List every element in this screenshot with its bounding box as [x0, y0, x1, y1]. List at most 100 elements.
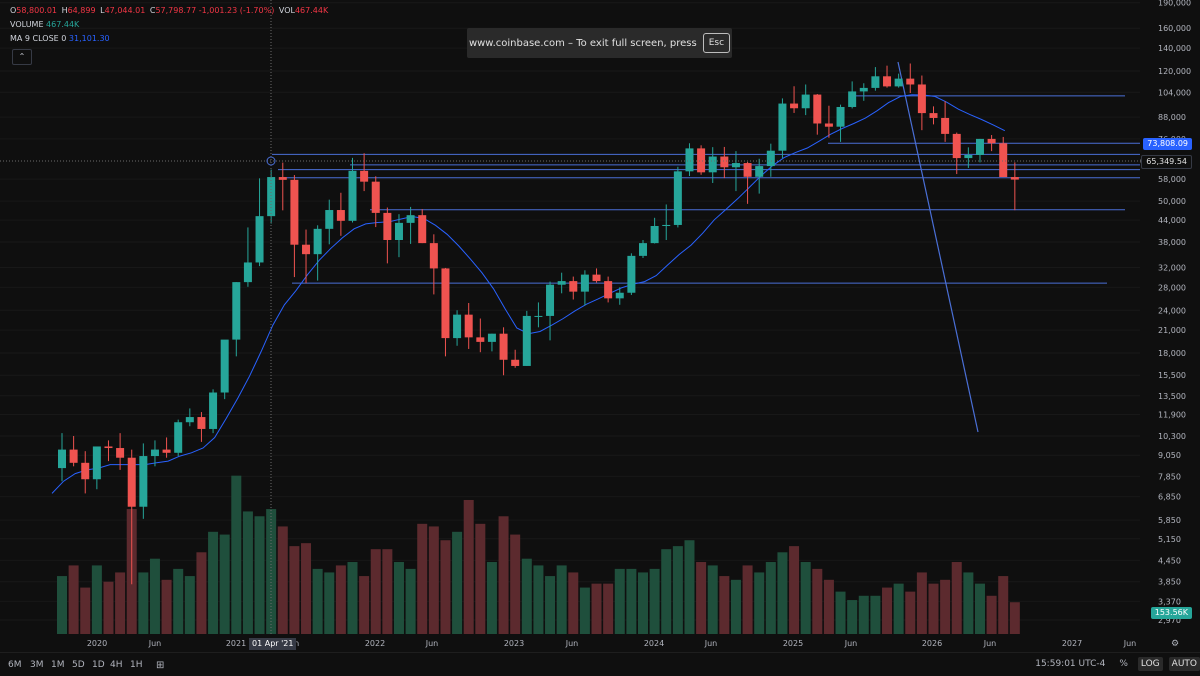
volume-bar: [208, 531, 219, 634]
range-1h-button[interactable]: 1H: [130, 660, 143, 670]
volume-bar: [742, 565, 753, 634]
price-tick-label: 3,850: [1158, 578, 1181, 587]
price-tick-label: 2,970: [1158, 616, 1181, 625]
candle-body: [174, 422, 183, 453]
chevron-up-icon[interactable]: ⌃: [12, 49, 32, 65]
candle-body: [731, 163, 740, 168]
volume-bar: [858, 595, 869, 634]
volume-bar: [324, 572, 335, 634]
volume-bar: [812, 568, 823, 634]
candle-body: [627, 255, 636, 293]
volume-bar: [800, 562, 811, 634]
candle-body: [720, 156, 729, 168]
candle-body: [487, 333, 496, 342]
volume-bar: [882, 587, 893, 634]
candle-body: [650, 226, 659, 244]
low-value: 47,044.01: [104, 6, 146, 15]
auto-toggle[interactable]: AUTO: [1168, 657, 1200, 671]
volume-bar: [765, 562, 776, 634]
time-axis[interactable]: 2020 Jun 2021 Jun 2022 Jun 2023 Jun 2024 Jun 2025 J…: [87, 639, 1136, 648]
candle-body: [557, 281, 566, 285]
volume-row[interactable]: VOLUME 467.44K: [10, 18, 330, 32]
candle-body: [906, 78, 915, 85]
volume-label: VOLUME: [10, 20, 44, 29]
volume-bar: [417, 523, 428, 634]
volume-bar: [591, 583, 602, 634]
volume-bar: [649, 568, 660, 634]
range-3m-button[interactable]: 3M: [30, 660, 44, 670]
candle-body: [708, 156, 717, 173]
volume-bar: [684, 540, 695, 634]
volume-bar: [603, 583, 614, 634]
candle-body: [871, 76, 880, 88]
candle-body: [952, 133, 961, 159]
volume-bar: [486, 562, 497, 634]
volume-bar: [963, 572, 974, 634]
candle-body: [371, 181, 380, 213]
price-tick-label: 9,050: [1158, 451, 1181, 460]
toolbar-right: 15:59:01 UTC-4 % LOG AUTO: [1035, 657, 1200, 671]
price-tick-label: 5,150: [1158, 535, 1181, 544]
candle-body: [429, 243, 438, 269]
candle-body: [476, 337, 485, 342]
price-axis[interactable]: 190,000 160,000 140,000 120,000 104,000 88,00…: [1158, 0, 1191, 625]
candle-body: [999, 143, 1008, 178]
candle-body: [824, 123, 833, 127]
candle-body: [278, 177, 287, 180]
candle-body: [987, 138, 996, 144]
volume-bar: [335, 565, 346, 634]
price-tick-label: 18,000: [1158, 349, 1186, 358]
range-4h-button[interactable]: 4H: [110, 660, 123, 670]
price-tick-label: 15,500: [1158, 371, 1186, 380]
volume-bar: [452, 531, 463, 634]
candle-body: [313, 228, 322, 255]
candle-body: [569, 281, 578, 292]
candle-body: [418, 215, 427, 244]
crosshair-dot: [266, 156, 276, 166]
range-5d-button[interactable]: 5D: [72, 660, 85, 670]
ma-row[interactable]: MA 9 CLOSE 0 31,101.30: [10, 32, 330, 46]
volume-bar: [521, 558, 532, 634]
time-tick-label: Jun: [983, 639, 997, 648]
date-range-icon[interactable]: ⊞: [156, 660, 165, 671]
vol-label: VOL: [278, 6, 295, 15]
time-tick-label: 2024: [644, 639, 664, 648]
volume-bar: [289, 546, 300, 634]
candle-body: [894, 78, 903, 87]
candle-body: [464, 314, 473, 338]
candle-body: [81, 462, 90, 480]
volume-bar: [707, 565, 718, 634]
candle-body: [104, 446, 113, 449]
candle-body: [383, 212, 392, 240]
candle-body: [836, 106, 845, 127]
volume-bar: [928, 583, 939, 634]
price-tick-label: 50,000: [1158, 197, 1186, 206]
percent-toggle[interactable]: %: [1119, 659, 1128, 669]
volume-bar: [173, 568, 184, 634]
candle-body: [209, 392, 218, 429]
price-tick-label: 13,500: [1158, 392, 1186, 401]
time-tick-label: 2020: [87, 639, 107, 648]
candle-body: [615, 292, 624, 299]
candle-body: [766, 150, 775, 167]
current-price-tag: 65,349.54: [1141, 155, 1192, 169]
candle-body: [441, 268, 450, 339]
candle-body: [801, 94, 810, 109]
range-6m-button[interactable]: 6M: [8, 660, 22, 670]
volume-bar: [638, 572, 648, 634]
time-tick-label: Jun: [425, 639, 439, 648]
bottom-toolbar: 6M 3M 1M 5D 1D 4H 1H ⊞ 15:59:01 UTC-4 % …: [0, 652, 1200, 676]
volume-value: 467.44K: [46, 20, 80, 29]
candle-body: [755, 166, 764, 177]
volume-bar: [231, 475, 242, 634]
candle-body: [522, 315, 531, 366]
settings-icon[interactable]: ⚙: [1171, 639, 1180, 649]
log-toggle[interactable]: LOG: [1137, 657, 1163, 671]
range-1d-button[interactable]: 1D: [92, 660, 105, 670]
close-value: 57,798.77 -1,001.23 (-1.70%): [155, 6, 275, 15]
time-tick-label: Jun: [565, 639, 579, 648]
volume-bar: [626, 568, 637, 634]
volume-bars: [57, 475, 1020, 634]
range-1m-button[interactable]: 1M: [51, 660, 65, 670]
